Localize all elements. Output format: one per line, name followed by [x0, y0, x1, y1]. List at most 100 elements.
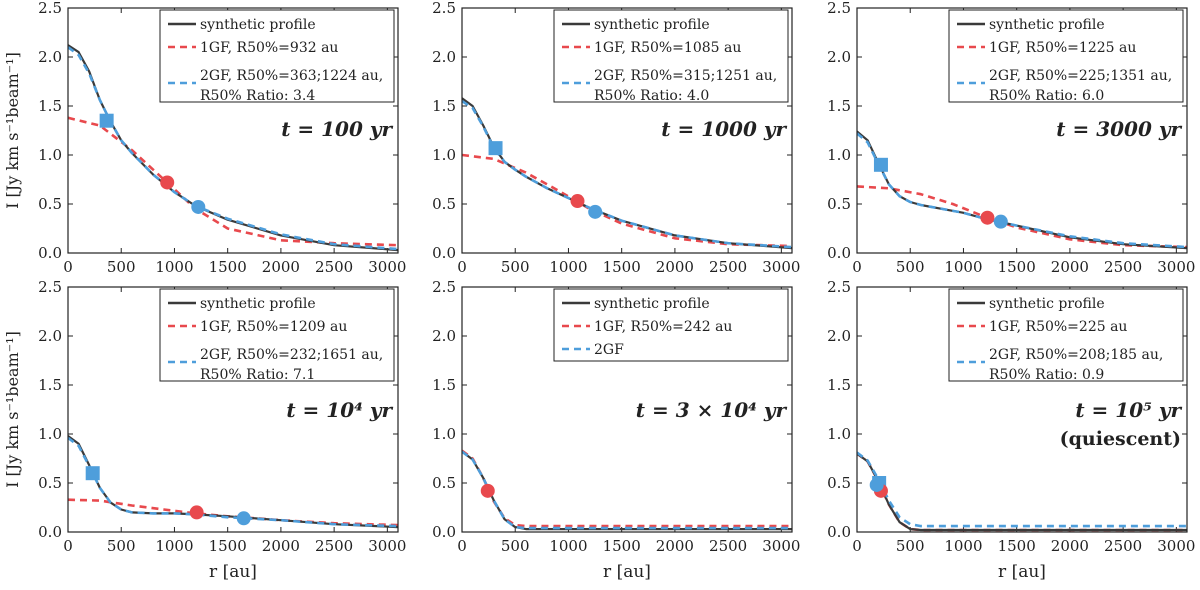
series-line-1gf: [462, 153, 792, 248]
x-tick-label: 3000: [762, 258, 800, 276]
x-tick-label: 0: [63, 537, 73, 555]
panel-6: 0 500 1000 1500 2000 2500 3000 0.0 0.5 1.0 1.5 2.0 2…: [827, 278, 1195, 582]
x-tick-label: 3000: [1157, 537, 1195, 555]
x-tick-label: 2000: [656, 537, 694, 555]
x-tick-label: 3000: [1157, 258, 1195, 276]
x-tick-label: 2000: [1051, 537, 1089, 555]
marker-square-2gf: [873, 157, 888, 172]
y-tick-label: 2.5: [432, 278, 456, 296]
x-tick-label: 0: [457, 537, 467, 555]
series-line-1gf: [857, 185, 1187, 249]
panel-1: 0 500 1000 1500 2000 2500 3000 0.0 0.5 1.0 1.5 2.0 2…: [3, 0, 406, 276]
x-tick-label: 500: [107, 258, 136, 276]
series-line-2gf: [68, 436, 398, 528]
axes-frame: [461, 286, 793, 533]
y-tick-label: 1.5: [827, 97, 851, 115]
marker-square-2gf: [85, 466, 100, 481]
legend-label-ratio: R50% Ratio: 7.1: [200, 367, 315, 383]
y-tick-label: 2.5: [38, 278, 62, 296]
x-tick-label: 2500: [315, 258, 353, 276]
legend-label-one-gf: 1GF, R50%=932 au: [200, 40, 338, 56]
series-line-1gf: [857, 452, 1187, 532]
y-tick-label: 0.5: [432, 474, 456, 492]
legend-label-ratio: R50% Ratio: 4.0: [594, 88, 709, 104]
x-tick-label: 500: [896, 537, 925, 555]
x-tick-label: 1500: [603, 258, 641, 276]
y-tick-label: 0.5: [827, 195, 851, 213]
marker-square-2gf: [99, 113, 114, 128]
legend-label-two-gf-line1: 2GF, R50%=363;1224 au,: [200, 68, 383, 84]
x-tick-label: 1000: [944, 537, 982, 555]
legend-box: [159, 9, 395, 103]
y-tick-label: 1.5: [827, 376, 851, 394]
marker-circle-1gf: [980, 210, 995, 225]
y-tick-label: 2.5: [827, 0, 851, 17]
y-tick-label: 1.5: [38, 376, 62, 394]
x-tick-label: 3000: [762, 537, 800, 555]
legend-label-ratio: R50% Ratio: 6.0: [989, 88, 1104, 104]
legend-box: [948, 288, 1184, 382]
time-label-secondary: (quiescent): [1060, 428, 1181, 450]
axes-frame: [461, 7, 793, 254]
y-tick-label: 1.5: [432, 97, 456, 115]
axes-frame: [856, 7, 1188, 254]
marker-circle-2gf: [993, 214, 1008, 229]
x-tick-label: 2500: [1104, 258, 1142, 276]
legend-label-one-gf: 1GF, R50%=242 au: [594, 319, 732, 335]
panel-4: 0 500 1000 1500 2000 2500 3000 0.0 0.5 1.0 1.5 2.0 2…: [3, 278, 406, 582]
x-tick-label: 1500: [998, 537, 1036, 555]
x-tick-label: 2000: [1051, 258, 1089, 276]
x-tick-label: 500: [896, 258, 925, 276]
y-tick-label: 0.0: [827, 244, 851, 262]
x-tick-label: 0: [852, 258, 862, 276]
x-tick-label: 0: [63, 258, 73, 276]
legend-label-two-gf-line1: 2GF, R50%=208;185 au,: [989, 347, 1163, 363]
y-tick-label: 0.5: [38, 474, 62, 492]
y-tick-label: 2.0: [827, 48, 851, 66]
series-line-2gf: [462, 100, 792, 249]
legend-label-synthetic: synthetic profile: [200, 296, 316, 312]
y-tick-label: 1.0: [432, 146, 456, 164]
x-tick-label: 1500: [998, 258, 1036, 276]
series-line-synthetic-profile: [857, 130, 1187, 250]
x-tick-label: 1500: [209, 258, 247, 276]
legend-label-one-gf: 1GF, R50%=225 au: [989, 319, 1127, 335]
legend-label-two-gf-line1: 2GF, R50%=315;1251 au,: [594, 68, 777, 84]
series-line-1gf: [68, 498, 398, 527]
x-tick-label: 1000: [155, 258, 193, 276]
x-tick-label: 2000: [262, 258, 300, 276]
x-tick-label: 2500: [709, 537, 747, 555]
y-tick-label: 0.0: [38, 523, 62, 541]
x-tick-label: 0: [457, 258, 467, 276]
y-tick-label: 0.0: [432, 523, 456, 541]
x-tick-label: 2500: [709, 258, 747, 276]
marker-circle-1gf: [189, 505, 204, 520]
legend-label-synthetic: synthetic profile: [200, 17, 316, 33]
y-axis-label: I [Jy km s⁻¹beam⁻¹]: [3, 331, 22, 488]
x-tick-label: 3000: [368, 537, 406, 555]
x-tick-label: 2000: [262, 537, 300, 555]
y-tick-label: 1.0: [38, 146, 62, 164]
series-line-synthetic-profile: [68, 435, 398, 529]
y-tick-label: 1.0: [38, 425, 62, 443]
legend-label-two-gf-line1: 2GF: [594, 342, 624, 358]
y-tick-label: 2.5: [827, 278, 851, 296]
y-tick-label: 2.0: [432, 327, 456, 345]
legend-box: [948, 9, 1184, 103]
x-tick-label: 500: [107, 537, 136, 555]
x-tick-label: 0: [852, 537, 862, 555]
panel-2: 0 500 1000 1500 2000 2500 3000 0.0 0.5 1.0 1.5 2.0 2…: [432, 0, 800, 276]
y-tick-label: 0.5: [432, 195, 456, 213]
x-tick-label: 500: [501, 537, 530, 555]
marker-circle-1gf: [480, 483, 495, 498]
y-tick-label: 1.0: [827, 146, 851, 164]
y-tick-label: 1.0: [827, 425, 851, 443]
series-line-2gf: [857, 451, 1187, 528]
x-axis-label: r [au]: [209, 562, 257, 582]
legend-label-one-gf: 1GF, R50%=1225 au: [989, 40, 1136, 56]
panel-5: 0 500 1000 1500 2000 2500 3000 0.0 0.5 1.0 1.5 2.0 2…: [432, 278, 800, 582]
legend-label-synthetic: synthetic profile: [989, 296, 1105, 312]
legend-box: [553, 288, 789, 362]
legend-box: [553, 9, 789, 103]
time-label: t = 1000 yr: [661, 117, 787, 141]
